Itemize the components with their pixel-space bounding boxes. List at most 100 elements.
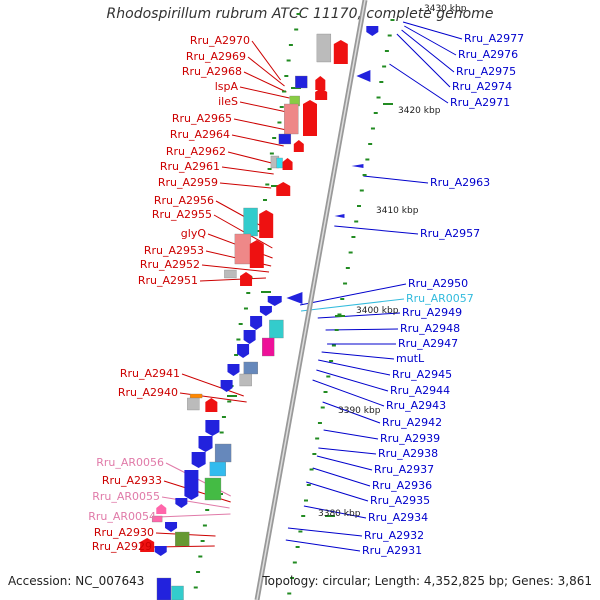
gene-label-left: Rru_A2951 <box>138 274 198 287</box>
gene-box <box>156 577 172 600</box>
gene-label-left: Rru_A2933 <box>102 474 162 487</box>
leader-line <box>306 481 369 502</box>
gene-arrow-reverse <box>259 210 274 238</box>
scale-label: 3420 kbp <box>398 106 441 116</box>
gene-box <box>189 393 203 399</box>
leader-line <box>318 447 377 455</box>
gene-label-left: Rru_A2956 <box>154 194 214 207</box>
leader-line <box>404 25 457 56</box>
gene-arrow-small <box>286 292 303 304</box>
gene-label-left: Rru_A2959 <box>158 176 218 189</box>
gene-box <box>234 233 252 265</box>
gene-box <box>187 397 200 411</box>
gene-arrow-forward <box>259 306 272 316</box>
gene-label-right: Rru_A2948 <box>400 322 460 335</box>
gene-arrow-forward <box>220 380 233 392</box>
leader-line <box>251 40 282 81</box>
gene-label-right: Rru_A2937 <box>374 463 434 476</box>
gene-label-right: Rru_A2974 <box>452 80 512 93</box>
gene-label-right: Rru_A2971 <box>450 96 510 109</box>
leader-line <box>363 175 429 184</box>
gene-arrow-forward <box>250 316 263 330</box>
leader-line <box>181 373 244 397</box>
gene-label-left: Rru_A2969 <box>186 50 246 63</box>
gene-label-left: Rru_A2953 <box>144 244 204 257</box>
gene-box <box>295 75 308 89</box>
leader-line <box>316 369 389 392</box>
gene-label-left: Rru_A2940 <box>118 386 178 399</box>
genome-backbone <box>254 0 368 600</box>
leader-line <box>303 505 367 519</box>
gene-label-left: Rru_A2964 <box>170 128 230 141</box>
gene-box <box>278 133 292 145</box>
gene-label-left: Rru_A2965 <box>172 112 232 125</box>
gene-label-right: Rru_A2963 <box>430 176 490 189</box>
scale-label: 3430 kbp <box>424 4 467 14</box>
leader-line <box>239 86 290 99</box>
gene-label-left: ileS <box>218 95 238 108</box>
gene-label-left: Rru_A2952 <box>140 258 200 271</box>
leader-line <box>199 277 266 282</box>
gene-box <box>269 319 284 339</box>
gene-arrow-forward <box>165 522 178 532</box>
gene-label-left: Rru_A2930 <box>94 526 154 539</box>
gene-arrow-forward <box>243 330 256 344</box>
gene-arrow-reverse <box>156 504 167 514</box>
leader-line <box>247 56 285 87</box>
gene-label-right: Rru_A2976 <box>458 48 518 61</box>
gene-label-right: Rru_A2943 <box>386 399 446 412</box>
leader-line <box>243 71 287 93</box>
gene-arrow-reverse <box>276 182 291 196</box>
gene-arrow-forward <box>205 420 220 436</box>
leader-line <box>219 182 272 189</box>
leader-line <box>221 166 274 175</box>
scale-label: 3410 kbp <box>376 206 419 216</box>
gene-label-right: Rru_A2944 <box>390 384 450 397</box>
gene-label-left: Rru_A2968 <box>182 65 242 78</box>
gene-label-right: Rru_A2947 <box>398 337 458 350</box>
gene-arrow-forward <box>267 296 282 306</box>
leader-line <box>213 214 273 249</box>
gene-arrow-reverse <box>315 76 326 90</box>
gene-label-right: Rru_A2934 <box>368 511 428 524</box>
gene-box <box>209 461 226 477</box>
gene-arrow-forward <box>154 546 167 556</box>
gene-label-left: Rru_AR0056 <box>96 456 164 469</box>
leader-line <box>287 527 363 537</box>
gene-label-right: mutL <box>396 352 425 365</box>
gene-label-right: Rru_A2950 <box>408 277 468 290</box>
gene-box <box>224 269 237 279</box>
leader-line <box>321 351 395 360</box>
gene-label-right: Rru_A2938 <box>378 447 438 460</box>
leader-line <box>227 151 276 165</box>
leader-line <box>285 539 361 552</box>
gene-label-right: Rru_A2931 <box>362 544 422 557</box>
gene-label-right: Rru_A2977 <box>464 32 524 45</box>
gene-box <box>284 103 299 135</box>
gene-label-left: lspA <box>215 80 239 93</box>
gene-label-right: Rru_A2975 <box>456 65 516 78</box>
gene-arrow-forward <box>198 436 213 452</box>
gene-arrow-reverse <box>303 100 317 136</box>
gene-label-left: Rru_A2961 <box>160 160 220 173</box>
leader-line <box>312 379 385 407</box>
gene-arrow-reverse <box>282 158 293 170</box>
gene-arrow-forward <box>366 26 379 36</box>
gene-box <box>276 157 283 169</box>
gene-label-left: glyQ <box>181 227 207 240</box>
leader-line <box>300 283 407 306</box>
scale-label: 3390 kbp <box>338 406 381 416</box>
gene-box <box>151 515 163 523</box>
gene-label-right: Rru_A2935 <box>370 494 430 507</box>
leader-line <box>300 298 405 312</box>
gene-label-right: Rru_A2957 <box>420 227 480 240</box>
gene-label-right: Rru_A2942 <box>382 416 442 429</box>
gene-arrow-reverse <box>240 272 253 286</box>
gene-label-right: Rru_A2939 <box>380 432 440 445</box>
leader-line <box>396 33 451 88</box>
gene-arrow-reverse <box>249 240 264 268</box>
gene-arrow-small <box>334 214 345 218</box>
gene-box <box>171 585 184 600</box>
gene-features <box>140 26 379 600</box>
